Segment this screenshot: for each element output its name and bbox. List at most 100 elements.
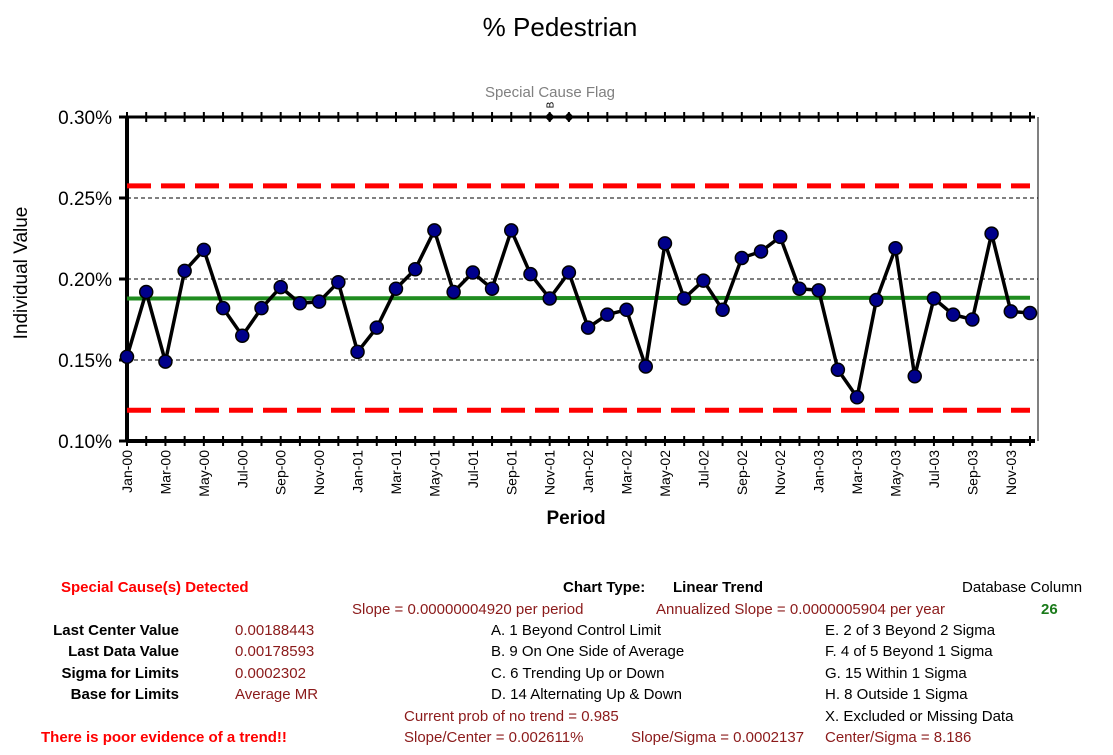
special-cause-flag-label: Special Cause Flag [485, 84, 615, 101]
data-point [561, 265, 577, 280]
special-cause-detected: Special Cause(s) Detected [61, 579, 249, 596]
data-point [600, 307, 615, 322]
data-point [907, 368, 922, 384]
special-cause-flag-letter: B [546, 101, 557, 108]
y-tick-label: 0.15% [58, 351, 112, 372]
data-point [772, 229, 788, 245]
stat-label-last-data: Last Data Value [68, 643, 179, 660]
x-tick-label: Sep-00 [273, 450, 289, 495]
special-cause-flag-marker [544, 112, 555, 122]
data-point [657, 236, 673, 251]
rule-a: A. 1 Beyond Control Limit [491, 622, 662, 639]
x-tick-label: Mar-02 [619, 450, 635, 495]
stat-value-last-center: 0.00188443 [235, 622, 315, 639]
data-point [792, 281, 807, 296]
data-point [427, 223, 442, 238]
chart-type-label: Chart Type: [563, 579, 646, 596]
data-point [542, 291, 557, 306]
slope-per-period: Slope = 0.00000004920 per period [352, 601, 584, 618]
prob-no-trend: Current prob of no trend = 0.985 [404, 708, 619, 725]
data-point [734, 250, 750, 266]
data-point [888, 240, 903, 256]
data-point [158, 354, 173, 369]
data-point [696, 273, 711, 288]
data-point [984, 226, 999, 241]
stat-value-last-data: 0.00178593 [235, 643, 315, 660]
data-point [311, 294, 327, 309]
y-tick-label: 0.25% [58, 189, 112, 210]
y-tick-label: 0.30% [58, 108, 112, 129]
data-point [350, 344, 365, 360]
data-point [465, 265, 481, 280]
x-tick-label: May-00 [196, 450, 212, 497]
data-point [235, 328, 250, 343]
stat-label-sigma: Sigma for Limits [61, 665, 179, 682]
rule-g: G. 15 Within 1 Sigma [825, 665, 967, 682]
chart-type-value: Linear Trend [673, 579, 764, 596]
center-sigma: Center/Sigma = 8.186 [825, 729, 972, 746]
y-axis-label: Individual Value [11, 207, 32, 340]
data-point [580, 320, 596, 335]
data-point [638, 359, 653, 374]
x-tick-label: Jan-03 [811, 450, 827, 493]
x-tick-label: May-01 [426, 450, 442, 497]
x-tick-label: Sep-02 [734, 450, 750, 495]
data-point [254, 300, 269, 316]
x-tick-label: Jul-03 [926, 450, 942, 488]
database-column-label: Database Column [962, 579, 1083, 596]
data-point [119, 349, 135, 365]
data-point [965, 312, 980, 327]
data-point [811, 283, 826, 298]
slope-sigma: Slope/Sigma = 0.0002137 [631, 729, 805, 746]
x-tick-label: Jul-02 [695, 450, 711, 488]
x-tick-label: Sep-03 [964, 450, 980, 495]
x-tick-label: Mar-03 [849, 450, 865, 495]
data-point [138, 284, 154, 300]
x-tick-label: Sep-01 [503, 450, 519, 495]
data-point [926, 291, 942, 306]
x-tick-label: Jan-02 [580, 450, 596, 493]
y-tick-label: 0.10% [58, 432, 112, 453]
rule-e: E. 2 of 3 Beyond 2 Sigma [825, 622, 996, 639]
x-tick-label: Jul-00 [234, 450, 250, 488]
rule-c: C. 6 Trending Up or Down [491, 665, 665, 682]
data-point [830, 362, 846, 377]
rule-h: H. 8 Outside 1 Sigma [825, 686, 968, 703]
data-point [484, 281, 500, 296]
x-tick-label: Nov-02 [772, 450, 788, 495]
data-point [849, 390, 865, 405]
data-point [1003, 304, 1019, 319]
slope-center: Slope/Center = 0.002611% [404, 729, 584, 746]
x-tick-label: May-03 [888, 450, 904, 497]
chart-title: % Pedestrian [483, 12, 638, 42]
data-point [715, 302, 730, 318]
data-point [196, 242, 212, 258]
x-tick-label: Jul-01 [465, 450, 481, 488]
data-point [676, 291, 692, 306]
data-point [331, 274, 346, 290]
stat-label-base: Base for Limits [70, 686, 179, 703]
stat-value-sigma: 0.0002302 [235, 665, 306, 682]
rule-f: F. 4 of 5 Beyond 1 Sigma [825, 643, 993, 660]
annualized-slope: Annualized Slope = 0.0000005904 per year [656, 601, 945, 618]
stat-value-base: Average MR [235, 686, 319, 703]
data-point [504, 223, 519, 238]
x-tick-label: Nov-01 [542, 450, 558, 495]
rule-d: D. 14 Alternating Up & Down [491, 686, 682, 703]
x-tick-label: Jan-00 [119, 450, 135, 493]
x-tick-label: Mar-01 [388, 450, 404, 495]
trend-verdict: There is poor evidence of a trend!! [41, 729, 287, 746]
database-column-value: 26 [1041, 601, 1058, 618]
control-chart: % Pedestrian Special Cause Flag Individu… [11, 12, 1039, 529]
data-point [407, 262, 423, 277]
x-tick-label: Jan-01 [350, 450, 366, 493]
x-axis-label: Period [546, 508, 605, 529]
data-point [215, 300, 231, 316]
rule-b: B. 9 On One Side of Average [491, 643, 685, 660]
y-tick-label: 0.20% [58, 270, 112, 291]
special-cause-flag-marker [563, 112, 574, 122]
data-point [619, 302, 634, 318]
x-tick-label: May-02 [657, 450, 673, 497]
data-point [177, 263, 192, 279]
stat-label-last-center: Last Center Value [53, 622, 179, 639]
